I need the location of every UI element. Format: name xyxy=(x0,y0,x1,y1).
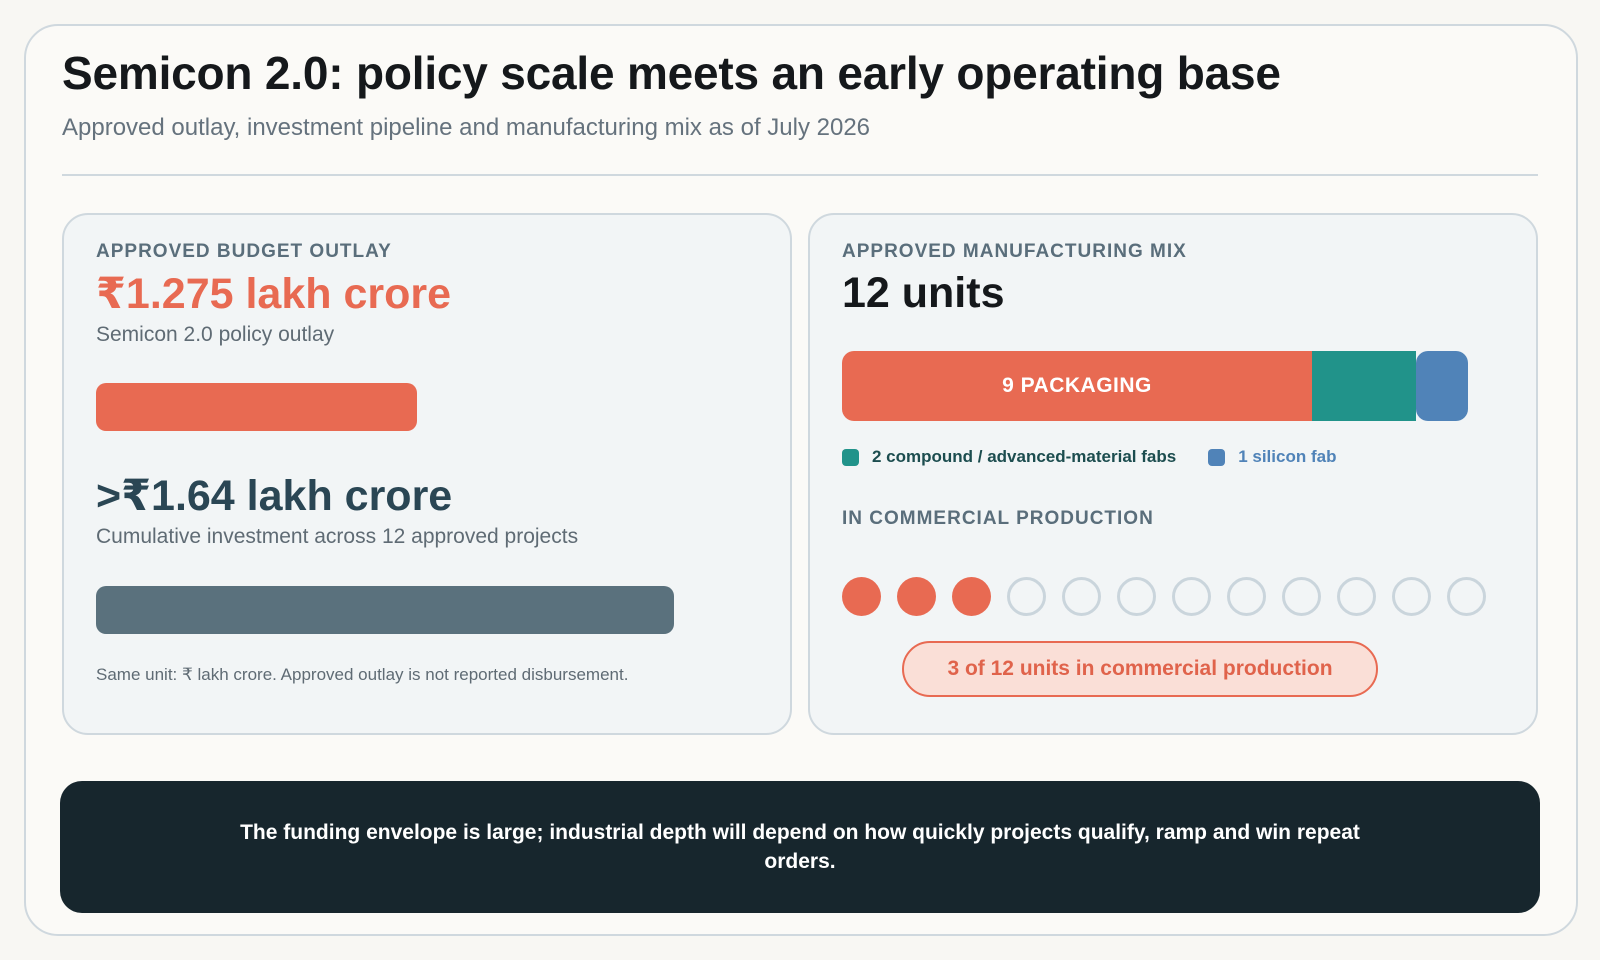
legend-silicon: 1 silicon fab xyxy=(1208,447,1336,467)
production-dot-active xyxy=(897,577,936,616)
production-dot-active xyxy=(842,577,881,616)
production-dot-inactive xyxy=(1447,577,1486,616)
mix-eyebrow: APPROVED MANUFACTURING MIX xyxy=(842,241,1187,262)
production-dot-active xyxy=(952,577,991,616)
investment-desc: Cumulative investment across 12 approved… xyxy=(96,525,579,548)
outlay-desc: Semicon 2.0 policy outlay xyxy=(96,323,335,346)
outlay-value: ₹1.275 lakh crore xyxy=(96,270,452,318)
budget-eyebrow: APPROVED BUDGET OUTLAY xyxy=(96,241,392,262)
packaging-segment: 9 PACKAGING xyxy=(842,351,1312,421)
unit-note: Same unit: ₹ lakh crore. Approved outlay… xyxy=(96,665,629,684)
legend-compound: 2 compound / advanced-material fabs xyxy=(842,447,1176,467)
header-divider xyxy=(62,174,1538,176)
production-dot-inactive xyxy=(1172,577,1211,616)
silicon-fab-segment xyxy=(1416,351,1468,421)
packaging-label: 9 PACKAGING xyxy=(1002,374,1152,397)
production-dot-inactive xyxy=(1117,577,1156,616)
mix-total: 12 units xyxy=(842,269,1005,317)
page-title: Semicon 2.0: policy scale meets an early… xyxy=(62,47,1281,99)
investment-value: >₹1.64 lakh crore xyxy=(96,472,453,520)
production-dot-inactive xyxy=(1062,577,1101,616)
production-eyebrow: IN COMMERCIAL PRODUCTION xyxy=(842,508,1154,529)
production-dot-inactive xyxy=(1282,577,1321,616)
production-dot-inactive xyxy=(1337,577,1376,616)
mix-card: APPROVED MANUFACTURING MIX 12 units 9 PA… xyxy=(808,213,1538,735)
manufacturing-mix-stacked-bar: 9 PACKAGING xyxy=(842,351,1482,421)
legend-silicon-swatch xyxy=(1208,448,1226,466)
page-subtitle: Approved outlay, investment pipeline and… xyxy=(62,114,871,141)
takeaway-text: The funding envelope is large; industria… xyxy=(240,821,1360,873)
legend-compound-label: 2 compound / advanced-material fabs xyxy=(872,447,1177,466)
investment-bar xyxy=(96,586,674,634)
mix-legend: 2 compound / advanced-material fabs 1 si… xyxy=(842,447,1368,467)
budget-card: APPROVED BUDGET OUTLAY ₹1.275 lakh crore… xyxy=(62,213,792,735)
outlay-bar xyxy=(96,383,417,431)
production-badge: 3 of 12 units in commercial production xyxy=(902,641,1378,697)
takeaway-banner: The funding envelope is large; industria… xyxy=(60,781,1540,913)
production-dot-inactive xyxy=(1392,577,1431,616)
legend-silicon-label: 1 silicon fab xyxy=(1238,447,1337,466)
production-dot-inactive xyxy=(1007,577,1046,616)
legend-compound-swatch xyxy=(842,448,859,466)
compound-fab-segment xyxy=(1312,351,1416,421)
production-dot-inactive xyxy=(1227,577,1266,616)
